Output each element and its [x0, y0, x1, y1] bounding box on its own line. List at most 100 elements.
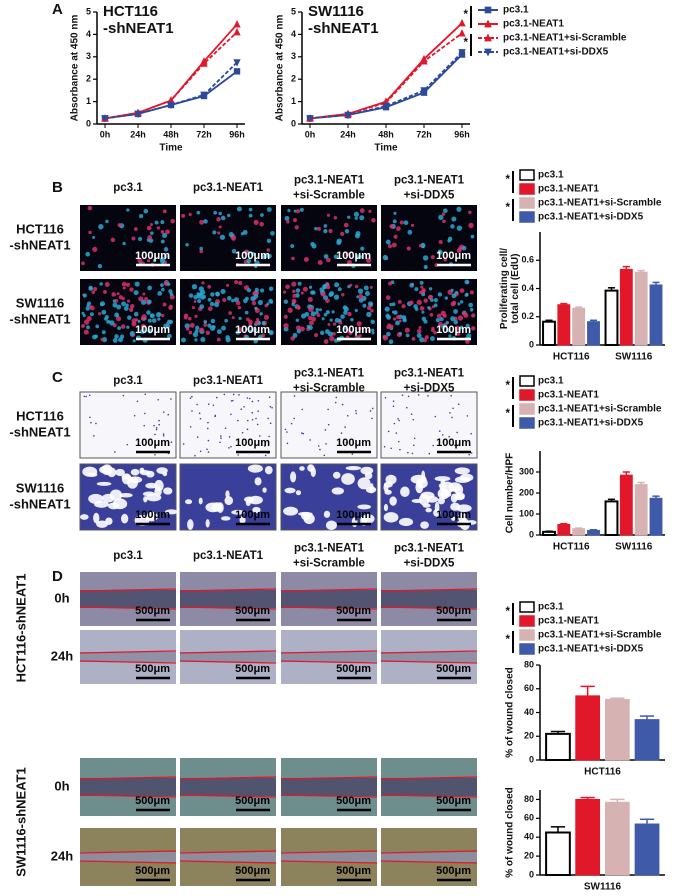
cell	[314, 226, 318, 231]
x-axis-title: HCT116	[584, 767, 621, 778]
y-tick-label: 3	[291, 51, 296, 61]
cell	[321, 317, 325, 321]
scale-label: 500μm	[336, 865, 371, 877]
cell	[371, 331, 375, 335]
cell	[82, 314, 86, 318]
scale-label: 500μm	[436, 663, 471, 675]
cell	[193, 295, 198, 300]
cell	[354, 284, 359, 289]
legend-label: pc3.1-NEAT1+si-DDX5	[503, 47, 609, 58]
cell	[237, 305, 242, 310]
cell	[137, 319, 141, 323]
gap	[400, 486, 410, 497]
cell	[226, 283, 230, 287]
cell	[85, 395, 87, 398]
cell	[170, 218, 175, 224]
legend-label: pc3.1-NEAT1	[538, 184, 599, 195]
gap	[254, 477, 262, 486]
cell	[326, 285, 331, 290]
y-tick-label: 2	[86, 74, 91, 84]
legend-swatch	[519, 601, 535, 613]
wound-edge	[380, 606, 478, 610]
cell	[323, 224, 328, 228]
legend-swatch	[519, 389, 535, 401]
gap	[112, 498, 128, 510]
cell	[238, 280, 243, 286]
cell	[101, 309, 107, 315]
cell	[423, 265, 428, 270]
cell	[418, 326, 422, 330]
cell	[244, 249, 249, 255]
cell	[217, 231, 221, 235]
cell	[231, 316, 235, 320]
marker	[233, 20, 241, 28]
bar	[545, 831, 571, 876]
wound-edge	[179, 660, 277, 664]
cell	[213, 210, 218, 215]
cell	[283, 323, 289, 329]
cell	[191, 305, 196, 310]
cell	[433, 297, 439, 303]
cell	[86, 325, 90, 330]
wound	[180, 652, 276, 662]
cell	[397, 440, 400, 443]
cell	[470, 234, 475, 239]
legend-label: pc3.1	[503, 5, 529, 16]
cell	[227, 295, 232, 301]
x-tick-label: HCT116	[553, 542, 590, 553]
cell	[147, 318, 152, 323]
scale-label: 100μm	[436, 324, 471, 336]
label: +si-DDX5	[404, 558, 455, 570]
label: % of wound closed	[505, 667, 516, 758]
cell	[347, 215, 351, 219]
cell	[337, 287, 342, 292]
cell	[238, 316, 242, 320]
cell	[421, 316, 427, 322]
gap	[434, 476, 451, 482]
bar	[575, 798, 601, 876]
legend-label: pc3.1-NEAT1+si-Scramble	[538, 404, 662, 415]
cell	[353, 211, 360, 217]
gap	[225, 490, 230, 499]
cell	[156, 226, 161, 230]
cell	[464, 279, 470, 285]
cell	[86, 304, 90, 308]
marker	[200, 59, 208, 67]
scale-label: 500μm	[436, 865, 471, 877]
label: pc3.1-NEAT1	[193, 375, 264, 387]
cell	[401, 304, 406, 309]
cell	[456, 332, 461, 336]
cell	[327, 322, 331, 326]
cell	[471, 313, 476, 318]
bar	[634, 823, 660, 876]
cell	[169, 292, 174, 296]
cell	[448, 334, 452, 338]
cell	[311, 316, 317, 322]
cell	[397, 418, 399, 420]
cell	[129, 331, 135, 337]
wound-edge	[280, 860, 378, 864]
sig-mark: *	[506, 634, 511, 646]
cell	[438, 240, 443, 245]
y-tick-label: 0.6	[521, 255, 534, 265]
cell	[259, 312, 263, 316]
marker	[233, 27, 241, 36]
cell	[471, 326, 476, 331]
gap	[398, 517, 414, 527]
cell	[214, 415, 216, 418]
cell	[456, 431, 458, 434]
cell	[294, 225, 299, 230]
y-tick-label: 80	[524, 794, 534, 804]
cell	[143, 424, 146, 427]
cell	[90, 421, 92, 424]
cell	[410, 413, 413, 416]
gap	[146, 493, 162, 502]
scale-label: 500μm	[235, 605, 270, 617]
cell	[140, 316, 145, 321]
cell	[391, 302, 396, 307]
scale-label: 500μm	[235, 663, 270, 675]
cell	[332, 322, 337, 326]
cell	[407, 451, 409, 454]
y-tick-label: 0	[529, 339, 534, 349]
cell	[366, 311, 372, 318]
